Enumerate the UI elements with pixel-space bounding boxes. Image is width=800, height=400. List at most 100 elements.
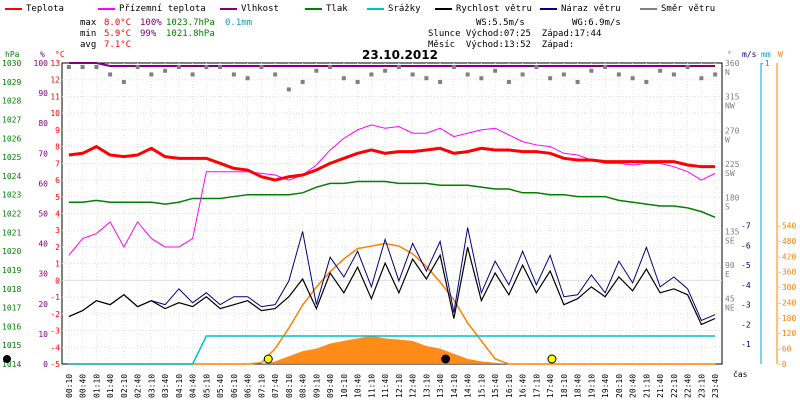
x-tick-label: 00:10 [65, 374, 74, 398]
x-tick-label: 23:40 [711, 374, 720, 398]
x-tick-label: 10:10 [340, 374, 349, 398]
solar-tick-label: -240 [777, 298, 796, 307]
dir-tick-name: N [725, 68, 730, 77]
pct-tick-label: 90 [38, 89, 48, 98]
hpa-tick-label: 1016 [2, 322, 21, 331]
wind-direction-dot [479, 76, 484, 81]
x-tick-label: 15:10 [477, 374, 486, 398]
pct-tick-label: 40 [38, 240, 48, 249]
x-tick-label: 22:40 [684, 374, 693, 398]
x-tick-label: 17:10 [532, 374, 541, 398]
stat-avg-temp: 7.1°C [104, 40, 132, 50]
wind-direction-dot [520, 72, 525, 77]
legend-swatch [640, 8, 657, 10]
legend-label: Přízemní teplota [119, 4, 206, 14]
hpa-tick-label: 1017 [2, 304, 21, 313]
stat-wind-speed: WS:5.5m/s [476, 18, 525, 28]
chart-header: Teplota Přízemní teplota Vlhkost Tlak Sr… [0, 0, 800, 50]
wind-direction-dot [424, 76, 429, 81]
unit-w: W [778, 50, 783, 59]
x-tick-label: 08:40 [299, 374, 308, 398]
temp-tick-label: 7 [55, 159, 60, 168]
wind-direction-dot [506, 79, 511, 84]
pct-tick-label: 70 [38, 149, 48, 158]
wind-direction-dot [685, 65, 690, 69]
solar-actual-fill [68, 335, 716, 364]
legend-swatch [540, 8, 557, 10]
x-tick-label: 19:40 [601, 374, 610, 398]
x-tick-label: 06:10 [230, 374, 239, 398]
x-tick-label: 03:10 [147, 374, 156, 398]
legend-item-srazky: Srážky [367, 3, 421, 15]
temp-tick-label: 10 [50, 109, 60, 118]
x-tick-label: 18:40 [574, 374, 583, 398]
stat-moon: Měsíc Východ:13:52 Západ: [428, 40, 575, 50]
temp-tick-label: 0 [55, 276, 60, 285]
wind-direction-dot [176, 65, 181, 69]
wind-direction-dot [369, 72, 374, 77]
ground-temp-line [68, 124, 716, 256]
wind-tick-label: -3 [741, 301, 751, 310]
temp-tick-label: 4 [55, 210, 60, 219]
temp-tick-label: 12 [50, 76, 60, 85]
wind-direction-dot [163, 68, 168, 73]
dir-tick-label: 45 [725, 295, 735, 304]
x-tick-label: 18:10 [560, 374, 569, 398]
x-tick-label: 20:10 [615, 374, 624, 398]
grid [62, 63, 722, 364]
hpa-tick-label: 1025 [2, 153, 21, 162]
x-tick-label: 01:40 [106, 374, 115, 398]
wind-direction-dot [328, 65, 333, 69]
dir-tick-name: SW [725, 169, 735, 178]
x-tick-label: 14:40 [464, 374, 473, 398]
rain-tick-label: -1 [760, 59, 770, 68]
wind-direction-dot [575, 79, 580, 84]
axes-layer: 1030102910281027102610251024102310221021… [2, 59, 796, 398]
wind-direction-dot [616, 72, 621, 77]
wind-direction-dot [410, 72, 415, 77]
solar-tick-label: -420 [777, 252, 796, 261]
dir-tick-name: NW [725, 102, 735, 111]
hpa-tick-label: 1023 [2, 191, 21, 200]
legend-swatch [435, 8, 452, 10]
hpa-tick-label: 1027 [2, 115, 21, 124]
x-tick-label: 14:10 [450, 374, 459, 398]
wind-direction-dot [671, 72, 676, 77]
unit-degc: °C [55, 50, 65, 59]
stat-max-press: 1023.7hPa [166, 18, 215, 28]
x-tick-label: 16:10 [505, 374, 514, 398]
x-tick-label: 13:10 [422, 374, 431, 398]
wind-direction-dot [204, 65, 209, 69]
legend-swatch [367, 8, 384, 10]
series-layer [68, 62, 716, 365]
wind-direction-dot [259, 65, 264, 69]
wind-direction-dot [286, 87, 291, 92]
wind-direction-dot [80, 65, 85, 69]
pct-tick-label: 60 [38, 179, 48, 188]
solar-tick-label: -120 [777, 329, 796, 338]
x-tick-label: 08:10 [285, 374, 294, 398]
unit-cas: čas [733, 369, 748, 379]
wind-direction-dot [300, 79, 305, 84]
sunrise-icon [263, 354, 273, 364]
legend-label: Rychlost větru [456, 4, 532, 14]
temp-tick-label: 5 [55, 193, 60, 202]
temp-tick-label: -2 [50, 310, 60, 319]
stat-max-hum: 100% [140, 18, 162, 28]
wind-direction-dot [231, 72, 236, 77]
legend-label: Směr větru [661, 4, 716, 14]
moon-phase-icon [3, 355, 11, 363]
temp-tick-label: -1 [50, 293, 60, 302]
solar-tick-label: -60 [777, 345, 792, 354]
wind-direction-dot [355, 79, 360, 84]
legend-label: Teplota [26, 4, 64, 14]
hpa-tick-label: 1024 [2, 172, 21, 181]
wind-direction-dot [273, 72, 278, 77]
wind-tick-label: -7 [741, 222, 751, 231]
temp-tick-label: 13 [50, 59, 60, 68]
x-tick-label: 10:40 [354, 374, 363, 398]
stat-avg-label: avg [80, 40, 97, 50]
wind-tick-label: -4 [741, 281, 751, 290]
temp-tick-label: 6 [55, 176, 60, 185]
